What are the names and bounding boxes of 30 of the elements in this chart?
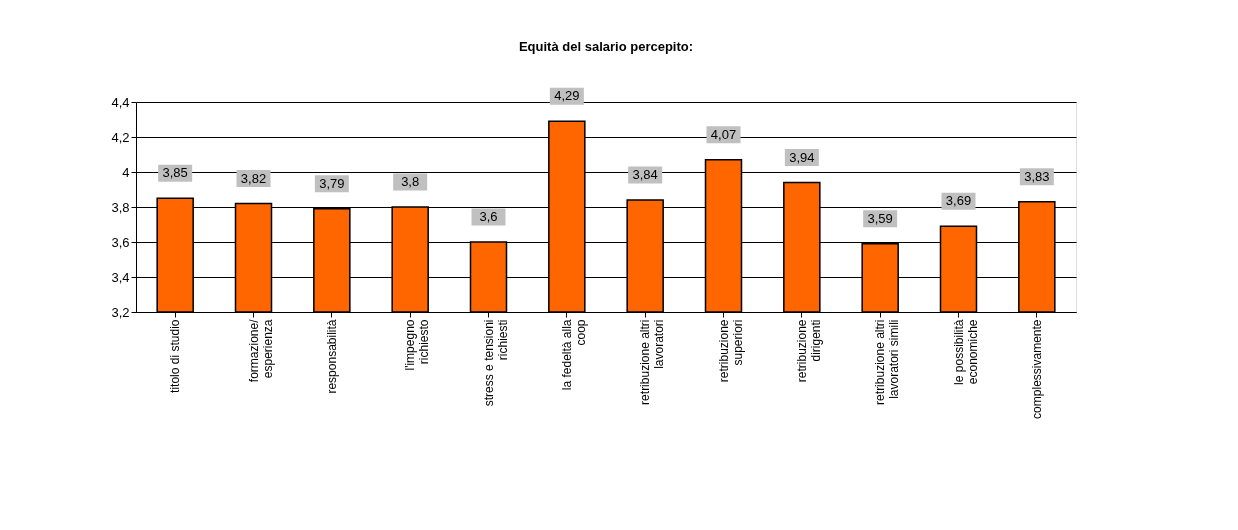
data-label: 3,79 (319, 175, 345, 191)
y-tick-label: 4,2 (111, 129, 130, 145)
x-tick-label: titolo di studio (168, 319, 183, 393)
data-label: 3,69 (945, 193, 972, 209)
data-label: 3,6 (479, 209, 498, 224)
y-tick-label: 3,6 (111, 234, 130, 250)
data-label: 4,07 (710, 126, 737, 142)
data-label: 3,82 (240, 170, 267, 186)
x-tick-label: retribuzione dirigenti (794, 319, 823, 383)
data-label: 3,85 (162, 165, 188, 181)
x-tick-label: retribuzione altri lavoratori (638, 319, 667, 405)
data-label: 3,8 (401, 174, 420, 189)
x-tick-label: responsabilità (324, 319, 339, 394)
y-tick-label: 4,4 (111, 94, 130, 110)
data-label: 3,83 (1024, 168, 1050, 184)
y-tick-label: 3,8 (111, 199, 130, 215)
y-tick-label: 3,4 (111, 269, 130, 285)
y-tick-label: 3,2 (111, 304, 130, 320)
data-label: 4,29 (554, 88, 580, 104)
x-tick-label: formazione/ esperienza (246, 318, 275, 383)
x-tick-label: la fedeltà alla coop (559, 319, 588, 391)
data-label: 3,59 (867, 210, 893, 226)
y-tick-label: 4 (122, 164, 130, 180)
x-tick-label: complessivamente (1029, 319, 1044, 419)
data-label: 3,94 (789, 149, 815, 165)
x-tick-label: retribuzione superiori (716, 319, 745, 383)
data-label: 3,84 (632, 167, 658, 182)
chart-title: Equità del salario percepito: (518, 38, 694, 54)
x-tick-label: stress e tensioni richiesti (481, 319, 510, 407)
x-tick-label: l'impegno richiesto (403, 319, 432, 371)
